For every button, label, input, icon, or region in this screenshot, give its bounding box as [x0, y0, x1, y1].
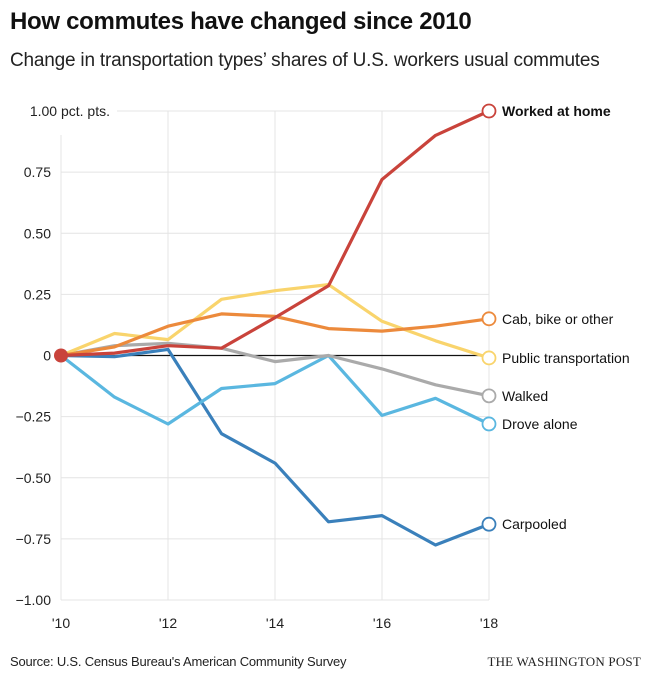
y-tick-label: 0.25	[24, 286, 51, 302]
series-line-drove-alone	[59, 353, 491, 426]
end-marker-worked-at-home	[481, 103, 497, 119]
end-marker-public-transportation	[481, 350, 497, 366]
end-marker-walked	[481, 388, 497, 404]
series-line-public-transportation	[59, 283, 491, 360]
x-tick-label: '14	[266, 615, 284, 631]
series-label-carpooled: Carpooled	[502, 516, 567, 532]
y-tick-label: 0	[43, 348, 51, 364]
y-axis: 1.00 pct. pts. 0.75 0.50 0.25 0 −0.25 −0.50 −0.…	[16, 103, 110, 608]
series-lines	[59, 109, 491, 547]
series-label-cab-bike-or-other: Cab, bike or other	[502, 311, 614, 327]
chart-title: How commutes have changed since 2010	[10, 8, 472, 35]
end-marker-drove-alone	[481, 416, 497, 432]
y-tick-label: −0.75	[16, 531, 52, 547]
y-tick-label: −0.50	[16, 470, 52, 486]
series-label-public-transportation: Public transportation	[502, 350, 630, 366]
series-labels: Worked at home Cab, bike or other Public t…	[502, 103, 630, 532]
series-end-markers	[481, 103, 497, 532]
x-axis: '10 '12 '14 '16 '18	[52, 615, 498, 631]
x-tick-label: '16	[373, 615, 391, 631]
x-tick-label: '10	[52, 615, 70, 631]
grid	[60, 110, 490, 601]
end-marker-carpooled	[481, 516, 497, 532]
source-note: Source: U.S. Census Bureau's American Co…	[10, 654, 347, 669]
y-tick-label: 0.50	[24, 225, 51, 241]
y-tick-label: 0.75	[24, 164, 51, 180]
series-label-walked: Walked	[502, 388, 548, 404]
series-line-walked	[59, 341, 491, 398]
series-line-carpooled	[59, 347, 491, 547]
origin-marker	[54, 348, 68, 363]
end-marker-cab-bike-or-other	[481, 311, 497, 327]
y-tick-label: 1.00 pct. pts.	[30, 103, 110, 119]
chart-subtitle: Change in transportation types’ shares o…	[10, 50, 600, 71]
series-label-worked-at-home: Worked at home	[502, 103, 611, 119]
series-label-drove-alone: Drove alone	[502, 416, 578, 432]
y-tick-label: −0.25	[16, 409, 52, 425]
publisher-credit: THE WASHINGTON POST	[487, 654, 641, 669]
x-tick-label: '18	[480, 615, 498, 631]
x-tick-label: '12	[159, 615, 177, 631]
y-tick-label: −1.00	[16, 592, 52, 608]
series-line-worked-at-home	[59, 109, 491, 358]
